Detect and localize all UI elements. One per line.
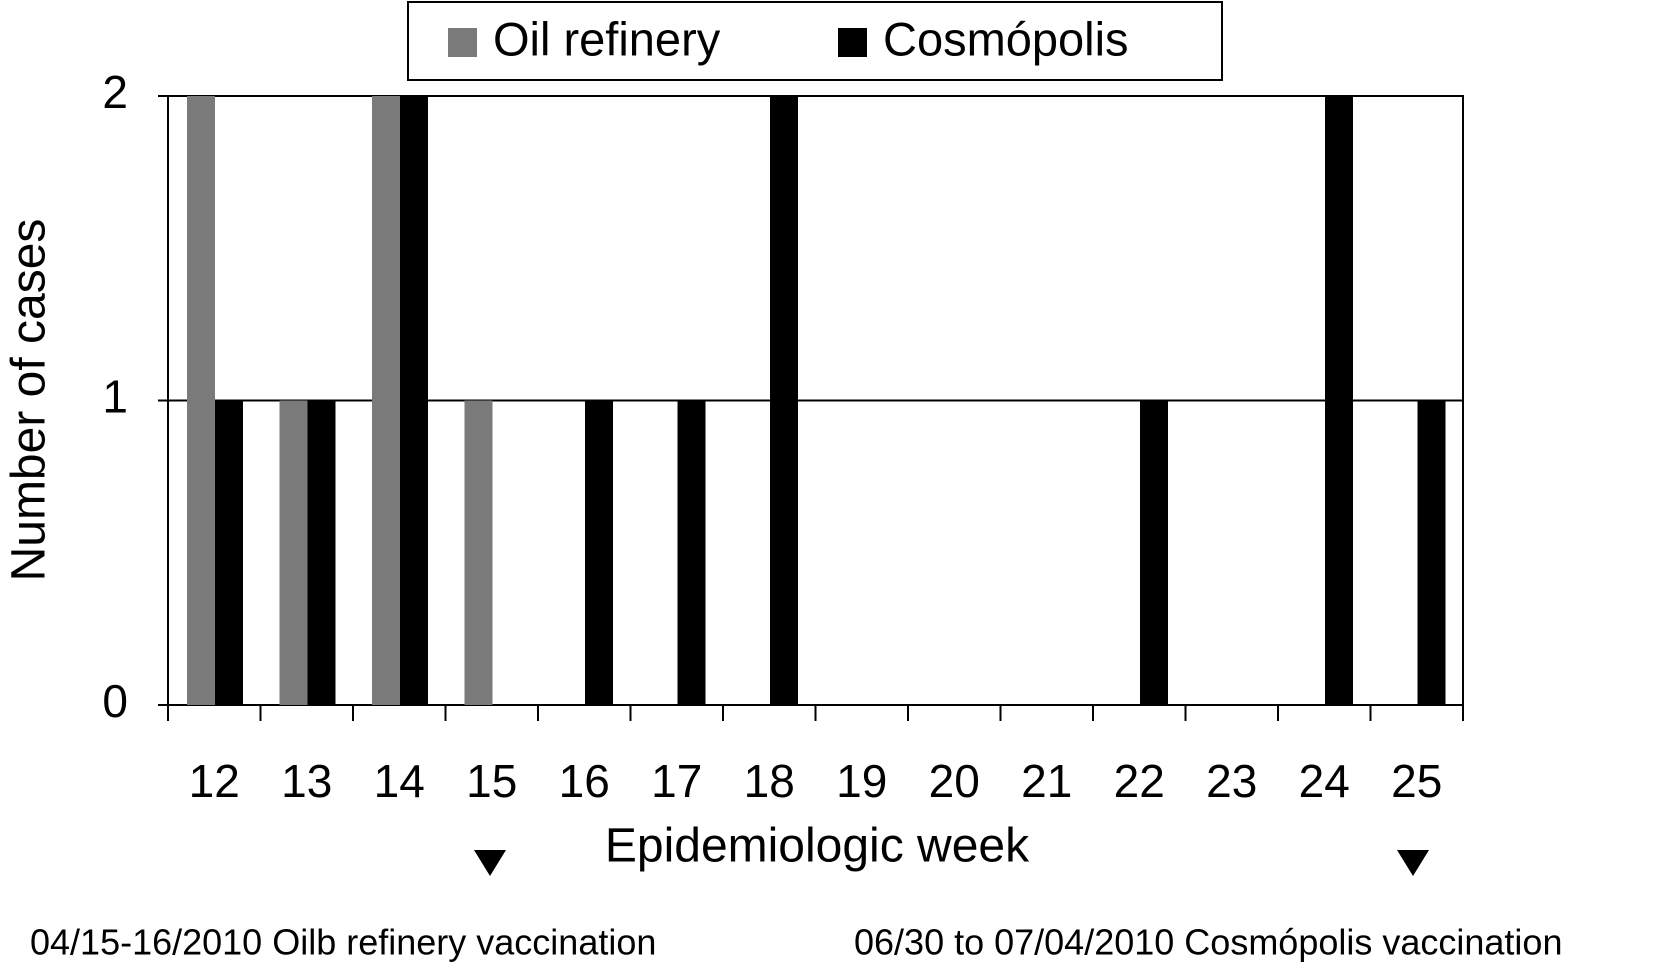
x-tick-label: 21 — [1021, 755, 1072, 807]
x-tick-label: 15 — [466, 755, 517, 807]
x-tick-label: 22 — [1114, 755, 1165, 807]
x-tick-label: 13 — [281, 755, 332, 807]
bar — [372, 96, 400, 705]
bar — [279, 400, 308, 705]
x-tick-label: 14 — [374, 755, 425, 807]
bar — [187, 96, 215, 705]
bar — [1140, 400, 1168, 705]
x-tick-label: 23 — [1206, 755, 1257, 807]
x-axis-title: Epidemiologic week — [605, 820, 1030, 873]
bar — [585, 400, 613, 705]
y-tick-label: 1 — [102, 371, 128, 423]
x-tick-label: 20 — [929, 755, 980, 807]
vaccination-marker — [1397, 850, 1429, 876]
x-tick-label: 25 — [1391, 755, 1442, 807]
y-tick-label: 0 — [102, 675, 128, 727]
x-tick-label: 16 — [559, 755, 610, 807]
annotation: 04/15-16/2010 Oilb refinery vaccination — [30, 922, 656, 963]
annotation: 06/30 to 07/04/2010 Cosmópolis vaccinati… — [854, 922, 1562, 963]
bar — [307, 400, 336, 705]
x-tick-label: 12 — [189, 755, 240, 807]
bar — [677, 400, 706, 705]
x-tick-label: 19 — [836, 755, 887, 807]
y-tick-label: 2 — [102, 66, 128, 118]
x-tick-label: 24 — [1299, 755, 1350, 807]
legend-box — [407, 1, 1223, 81]
vaccination-marker — [474, 850, 506, 876]
x-tick-label: 18 — [744, 755, 795, 807]
legend-swatch — [448, 28, 477, 57]
bar — [464, 400, 493, 705]
legend-label: Oil refinery — [493, 12, 721, 65]
legend-label: Cosmópolis — [883, 12, 1129, 65]
y-axis-title: Number of cases — [3, 219, 56, 582]
bar — [400, 96, 428, 705]
legend-swatch — [838, 28, 867, 57]
bar — [770, 96, 798, 705]
bar — [1325, 96, 1353, 705]
x-tick-label: 17 — [651, 755, 702, 807]
bar — [215, 400, 243, 705]
bar — [1417, 400, 1446, 705]
